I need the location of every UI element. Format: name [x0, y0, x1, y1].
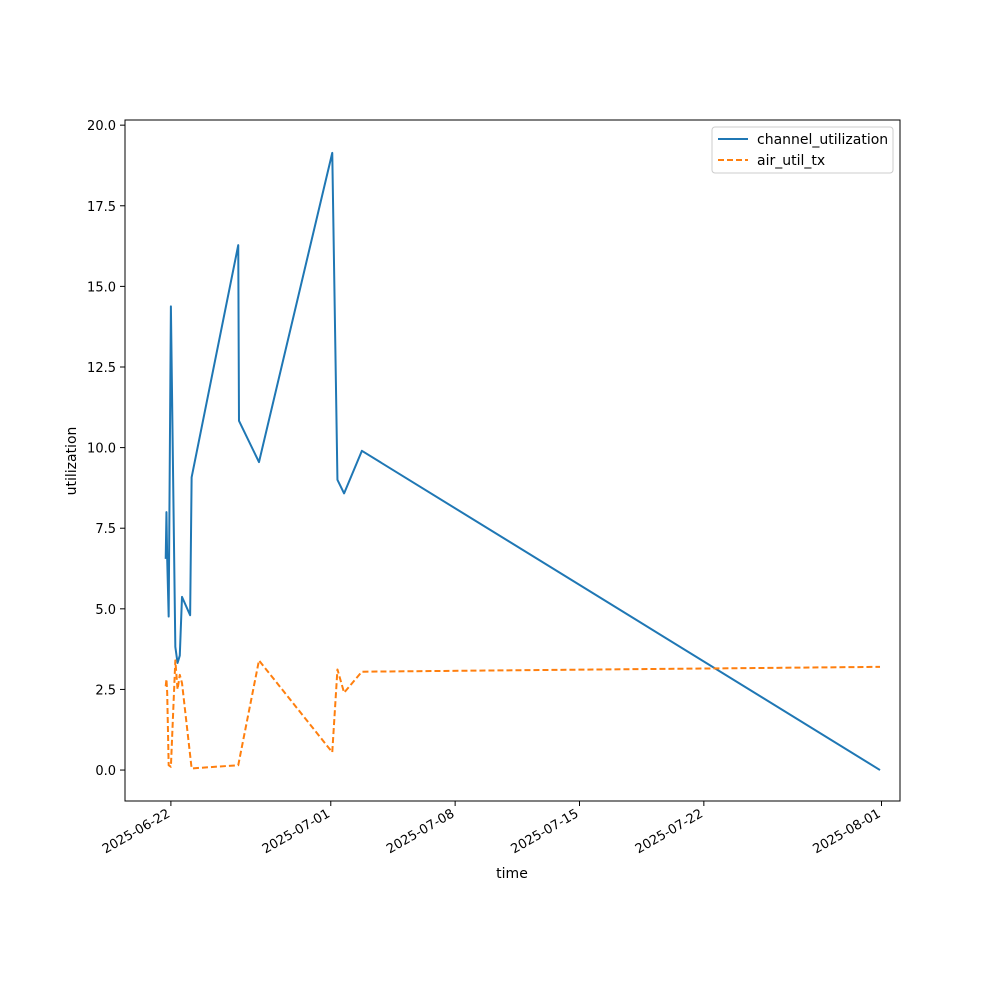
y-tick-label: 17.5	[87, 200, 116, 215]
x-tick-label: 2025-06-22	[100, 806, 173, 857]
x-tick-label: 2025-07-22	[633, 806, 706, 857]
y-tick-label: 0.0	[95, 764, 116, 779]
series-line-channel-utilization	[164, 151, 881, 771]
x-tick-label: 2025-07-15	[509, 806, 582, 857]
plot-area	[125, 120, 900, 801]
y-tick-label: 20.0	[87, 119, 116, 134]
x-tick-label: 2025-07-08	[384, 806, 457, 857]
x-axis-title: time	[496, 866, 528, 882]
y-tick-label: 7.5	[95, 522, 116, 537]
legend: channel_utilization air_util_tx	[711, 126, 894, 174]
y-axis: 0.0 2.5 5.0 7.5 10.0 12.5 15.0 17.5 20.0	[87, 119, 125, 779]
x-tick-label: 2025-08-01	[811, 806, 884, 857]
plot-frame	[124, 119, 901, 802]
legend-label-channel-utilization: channel_utilization	[757, 132, 888, 148]
legend-label-air-util-tx: air_util_tx	[757, 153, 825, 169]
x-axis: 2025-06-22 2025-07-01 2025-07-08 2025-07-15…	[100, 801, 884, 857]
y-tick-label: 10.0	[87, 442, 116, 457]
y-axis-title: utilization	[64, 427, 80, 496]
legend-box	[711, 126, 894, 174]
series-line-air-util-tx	[164, 659, 881, 770]
y-tick-label: 5.0	[95, 603, 116, 618]
series-layer	[164, 151, 881, 771]
y-tick-label: 15.0	[87, 280, 116, 295]
y-tick-label: 12.5	[87, 361, 116, 376]
x-tick-label: 2025-07-01	[260, 806, 333, 857]
y-tick-label: 2.5	[95, 683, 116, 698]
